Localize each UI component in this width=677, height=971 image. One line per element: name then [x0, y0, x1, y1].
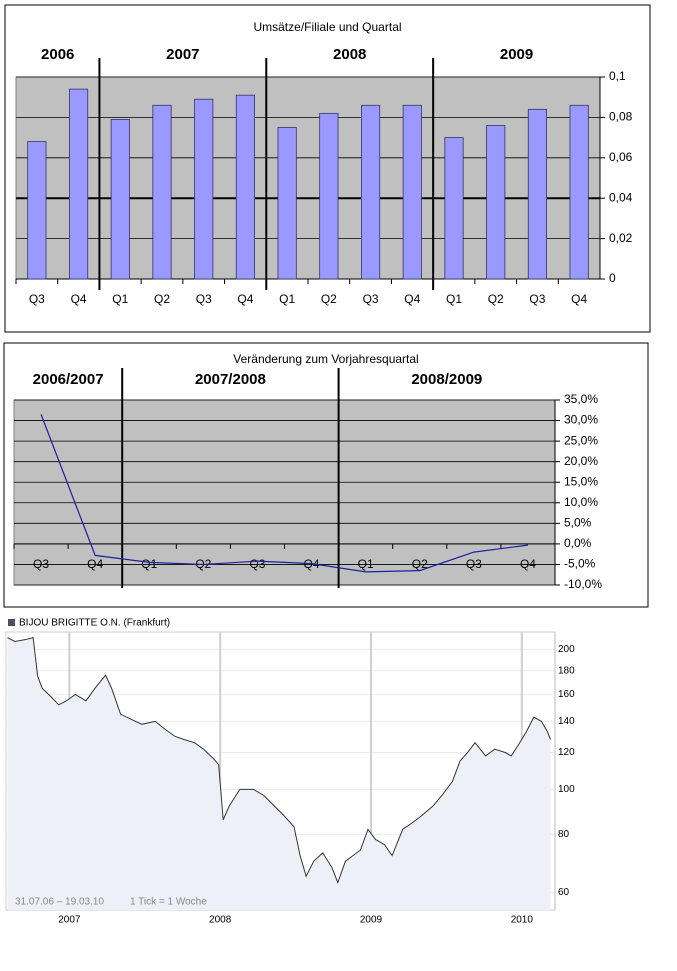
y-tick-label: -10,0%: [564, 577, 602, 591]
bar: [27, 141, 47, 280]
y-tick-label: 80: [558, 829, 570, 840]
y-tick-label: 120: [558, 747, 575, 758]
x-tick-label: Q3: [33, 557, 49, 571]
line-series: [40, 414, 529, 573]
x-tick-label: Q4: [87, 557, 103, 571]
chart-title: Veränderung zum Vorjahresquartal: [233, 352, 418, 366]
x-tick-label: Q3: [29, 292, 45, 306]
bar: [444, 137, 464, 280]
y-tick-label: 0,0%: [564, 536, 592, 550]
x-tick-label: Q4: [571, 292, 587, 306]
bar: [110, 119, 130, 280]
x-tick-label: Q2: [321, 292, 337, 306]
x-tick-label: Q3: [466, 557, 482, 571]
y-tick-label: 30,0%: [564, 413, 598, 427]
group-label: 2008: [333, 46, 366, 63]
chart-title: Umsätze/Filiale und Quartal: [253, 20, 401, 34]
x-tick-label: Q4: [520, 557, 536, 571]
x-tick-label: Q4: [71, 292, 87, 306]
y-tick-label: 180: [558, 665, 575, 676]
x-tick-label: 2007: [58, 915, 81, 926]
x-tick-label: Q3: [363, 292, 379, 306]
x-tick-label: Q1: [279, 292, 295, 306]
x-tick-label: 2009: [360, 915, 383, 926]
y-tick-label: 200: [558, 644, 575, 655]
group-label: 2009: [500, 46, 533, 63]
y-tick-label: 5,0%: [564, 516, 592, 530]
y-tick-label: 140: [558, 716, 575, 727]
bar: [486, 125, 506, 280]
y-tick-label: 60: [558, 887, 570, 898]
bar: [68, 88, 89, 280]
annotation: 1 Tick = 1 Woche: [130, 897, 207, 908]
group-label: 2007: [166, 46, 199, 63]
bar: [235, 94, 256, 280]
y-tick-label: -5,0%: [564, 557, 596, 571]
x-tick-label: Q1: [141, 557, 157, 571]
x-tick-label: Q4: [237, 292, 253, 306]
line-series: [7, 637, 551, 885]
y-tick-label: 15,0%: [564, 474, 598, 488]
group-label: 2008/2009: [411, 371, 482, 388]
x-tick-label: Q4: [404, 292, 420, 306]
x-tick-label: Q1: [446, 292, 462, 306]
annotation: 31.07.06 – 19.03.10: [15, 897, 104, 908]
x-tick-label: Q2: [154, 292, 170, 306]
x-tick-label: Q3: [249, 557, 265, 571]
y-tick-label: 0,1: [609, 69, 626, 83]
x-tick-label: Q1: [358, 557, 374, 571]
bar: [194, 98, 214, 280]
y-tick-label: 10,0%: [564, 495, 598, 509]
bar: [360, 104, 381, 280]
y-tick-label: 25,0%: [564, 433, 598, 447]
group-label: 2007/2008: [195, 371, 266, 388]
x-tick-label: Q1: [112, 292, 128, 306]
group-label: 2006: [41, 46, 74, 63]
bar: [402, 104, 422, 280]
y-tick-label: 0: [609, 271, 616, 285]
y-tick-label: 0,02: [609, 231, 633, 245]
x-tick-label: Q3: [529, 292, 545, 306]
area-fill: [7, 637, 551, 910]
bar: [277, 127, 297, 280]
group-label: 2006/2007: [33, 371, 104, 388]
bar: [569, 104, 589, 280]
x-tick-label: Q2: [412, 557, 428, 571]
plot-area: [15, 76, 601, 280]
y-tick-label: 35,0%: [564, 392, 598, 406]
y-tick-label: 100: [558, 784, 575, 795]
y-tick-label: 0,06: [609, 150, 633, 164]
legend-swatch: [8, 619, 15, 626]
x-tick-label: 2010: [511, 915, 534, 926]
bar: [319, 112, 339, 280]
bar: [152, 104, 172, 280]
x-tick-label: 2008: [209, 915, 232, 926]
bar: [527, 108, 548, 280]
y-tick-label: 0,04: [609, 190, 633, 204]
y-tick-label: 160: [558, 689, 575, 700]
legend-label: BIJOU BRIGITTE O.N. (Frankfurt): [19, 618, 170, 629]
y-tick-label: 0,08: [609, 110, 633, 124]
x-tick-label: Q2: [488, 292, 504, 306]
x-tick-label: Q3: [196, 292, 212, 306]
y-tick-label: 20,0%: [564, 454, 598, 468]
